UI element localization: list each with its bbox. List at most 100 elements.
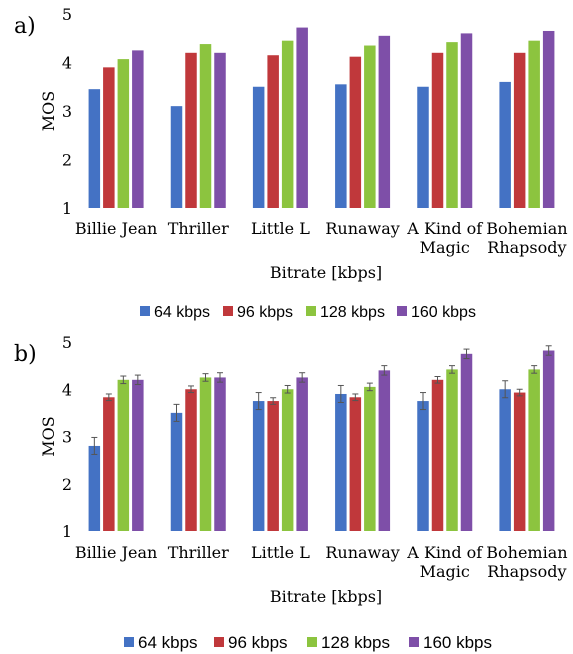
x-tick-label: Thriller	[168, 543, 229, 562]
bar	[252, 401, 265, 531]
x-tick-label: Bohemian	[486, 219, 567, 238]
bar	[446, 369, 458, 531]
x-tick-label: A Kind of	[406, 543, 483, 562]
bar	[185, 389, 197, 531]
y-tick-label: 4	[62, 54, 72, 73]
bar	[88, 89, 101, 208]
bar	[528, 40, 540, 208]
legend: 64 kbps 96 kbps 128 kbps 160 kbps	[124, 633, 492, 652]
bar	[335, 84, 347, 208]
error-bar	[173, 403, 180, 422]
error-bar	[217, 372, 223, 383]
legend-item: 160 kbps	[409, 633, 492, 652]
bar	[431, 379, 444, 531]
legend-label: 160 kbps	[423, 633, 492, 652]
y-axis-label: MOS	[39, 416, 58, 456]
bar	[460, 33, 473, 209]
chart-panel-a: a) 1 2 3 4 5 MOS Billie Jean Thriller Little L Run…	[14, 5, 568, 321]
x-tick-label: Billie Jean	[75, 543, 158, 562]
error-bar	[545, 345, 552, 356]
bar	[170, 106, 183, 208]
x-tick-label: Magic	[420, 562, 470, 581]
x-tick-label: Little L	[251, 219, 310, 238]
legend-swatch	[307, 637, 317, 647]
legend-item: 96 kbps	[214, 633, 288, 652]
y-axis-label: MOS	[39, 91, 58, 131]
bar	[185, 52, 197, 208]
legend-swatch	[409, 637, 419, 647]
bar	[542, 350, 555, 531]
bar	[132, 50, 144, 208]
y-tick-label: 5	[62, 5, 72, 24]
x-tick-label: Rhapsody	[487, 562, 566, 581]
legend-item: 64 kbps	[140, 304, 210, 321]
bar	[117, 59, 130, 209]
error-bar	[531, 365, 538, 374]
legend-item: 96 kbps	[223, 304, 293, 321]
error-bar	[255, 392, 262, 411]
bar	[417, 401, 429, 531]
bar	[252, 86, 265, 208]
bar	[349, 56, 362, 209]
error-bar	[449, 365, 455, 374]
bar	[267, 55, 279, 208]
bar	[103, 397, 115, 531]
bar	[417, 86, 429, 208]
x-tick-label: Rhapsody	[487, 238, 566, 257]
error-bar	[270, 397, 277, 405]
error-bar	[352, 393, 359, 402]
panel-label: a)	[14, 14, 36, 39]
bar	[103, 67, 115, 208]
x-tick-label: Magic	[420, 238, 470, 257]
bar	[281, 389, 294, 531]
bar	[170, 412, 183, 531]
error-bar	[463, 348, 470, 360]
bar	[199, 377, 212, 531]
bar	[214, 377, 226, 531]
bar	[513, 52, 526, 208]
bar	[132, 379, 144, 531]
legend-swatch	[124, 637, 134, 647]
x-axis-label: Bitrate [kbps]	[270, 263, 382, 282]
bar	[296, 27, 308, 208]
y-tick-label: 1	[62, 522, 72, 541]
y-tick-label: 3	[62, 428, 72, 447]
legend-label: 64 kbps	[154, 304, 210, 321]
bar	[267, 401, 279, 531]
legend-item: 64 kbps	[124, 633, 198, 652]
x-tick-label: Runaway	[325, 543, 399, 562]
bar	[431, 52, 444, 208]
error-bar	[134, 374, 141, 386]
bar	[446, 42, 458, 208]
bar	[364, 386, 376, 531]
error-bar	[188, 385, 194, 394]
legend-swatch	[140, 306, 150, 316]
bar	[513, 392, 526, 531]
legend-label: 128 kbps	[320, 304, 385, 321]
legend-swatch	[214, 637, 224, 647]
legend-label: 160 kbps	[411, 304, 476, 321]
y-tick-label: 2	[62, 475, 72, 494]
panel-label: b)	[14, 342, 37, 367]
legend-label: 64 kbps	[138, 633, 198, 652]
error-bar	[381, 365, 388, 376]
bar	[117, 379, 130, 531]
error-bar	[434, 375, 441, 384]
error-bar	[105, 393, 112, 402]
y-tick-label: 4	[62, 380, 72, 399]
error-bar	[91, 436, 98, 455]
legend-swatch	[306, 306, 316, 316]
bar	[528, 369, 540, 531]
bar	[378, 35, 391, 209]
x-tick-label: Billie Jean	[75, 219, 158, 238]
bar	[335, 393, 347, 531]
y-tick-label: 5	[62, 333, 72, 352]
bar	[296, 377, 308, 531]
error-bar	[202, 373, 209, 382]
bar	[378, 370, 391, 531]
error-bar	[337, 384, 344, 403]
x-tick-label: Little L	[251, 543, 310, 562]
error-bar	[120, 375, 127, 385]
x-tick-label: Thriller	[168, 219, 229, 238]
